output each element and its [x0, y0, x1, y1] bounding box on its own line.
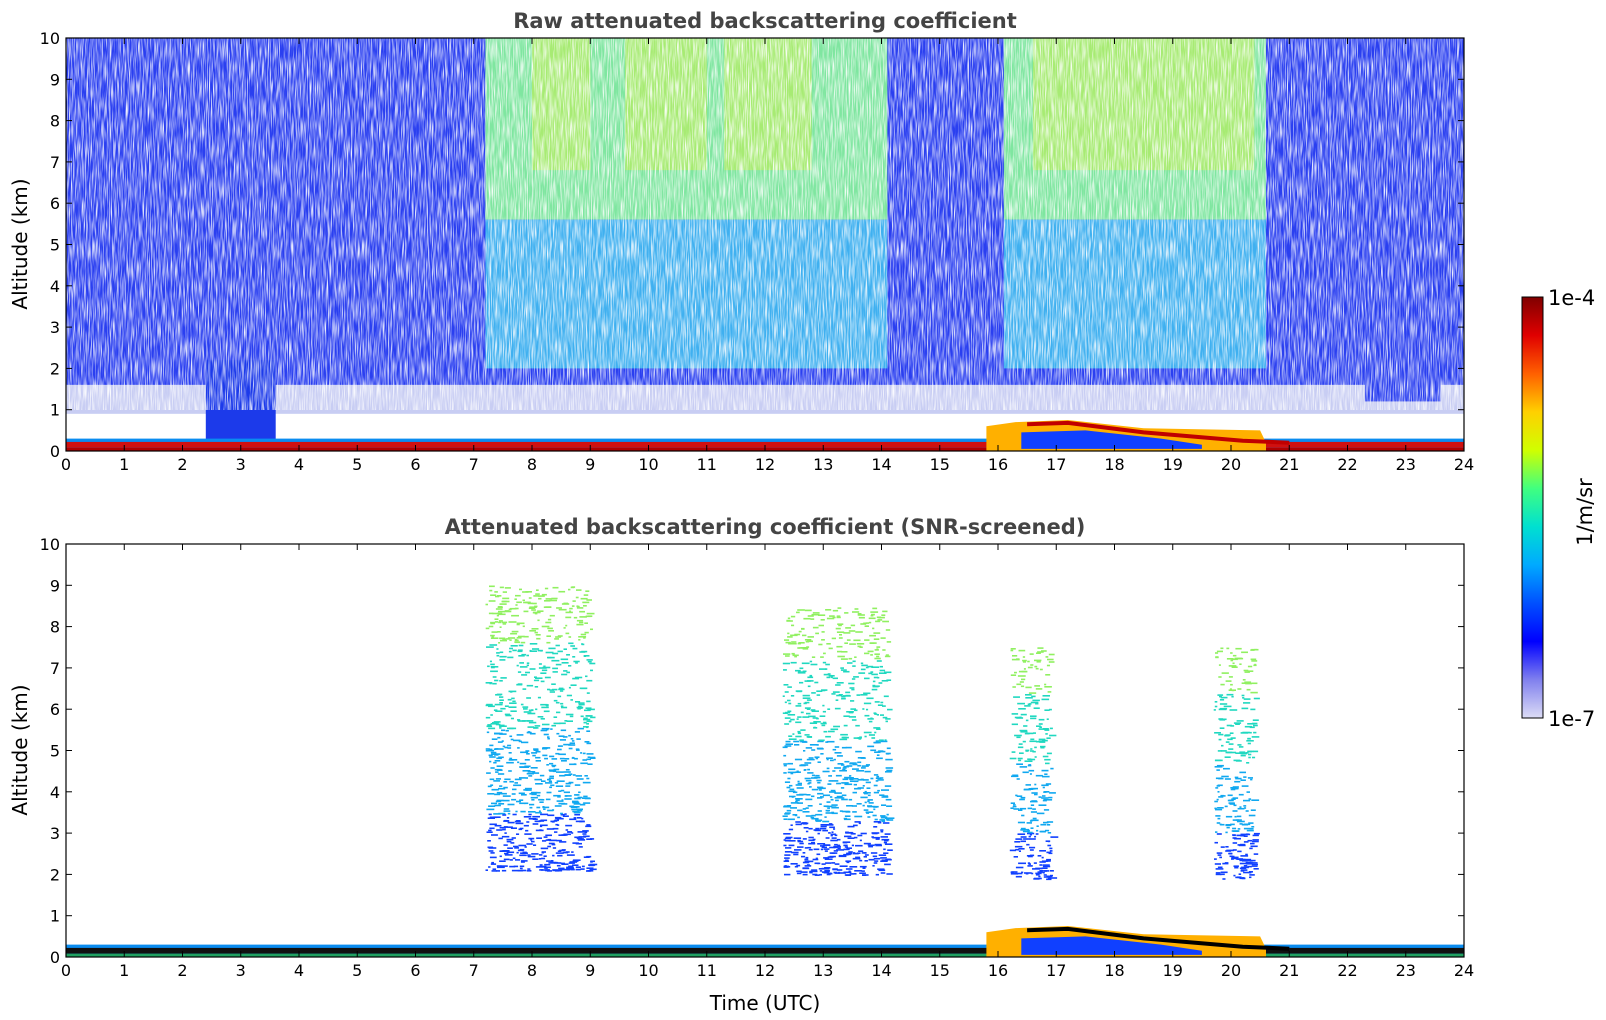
y-tick-label: 6	[50, 194, 60, 213]
noise-texture	[66, 38, 1464, 410]
x-tick-label: 0	[61, 961, 71, 980]
cloud-feature	[1213, 647, 1260, 880]
panel-title: Raw attenuated backscattering coefficien…	[513, 9, 1017, 33]
x-axis-label: Time (UTC)	[709, 991, 821, 1015]
x-tick-label: 3	[236, 455, 246, 474]
colorbar-min-label: 1e-7	[1548, 707, 1595, 731]
y-tick-label: 10	[40, 535, 60, 554]
x-tick-label: 6	[410, 961, 420, 980]
panel-title: Attenuated backscattering coefficient (S…	[445, 515, 1086, 539]
y-tick-label: 9	[50, 70, 60, 89]
colorbar-max-label: 1e-4	[1548, 286, 1595, 310]
y-tick-label: 2	[50, 865, 60, 884]
y-tick-label: 9	[50, 576, 60, 595]
x-tick-label: 18	[1104, 961, 1124, 980]
x-tick-label: 12	[755, 961, 775, 980]
x-tick-label: 11	[697, 455, 717, 474]
x-tick-label: 1	[119, 455, 129, 474]
x-tick-label: 20	[1221, 961, 1241, 980]
x-tick-label: 15	[930, 961, 950, 980]
x-tick-label: 4	[294, 961, 304, 980]
x-tick-label: 24	[1454, 455, 1474, 474]
x-tick-label: 6	[410, 455, 420, 474]
panel-raw: Raw attenuated backscattering coefficien…	[8, 9, 1474, 474]
elevated-layer	[986, 420, 1290, 451]
x-tick-label: 13	[813, 455, 833, 474]
x-tick-label: 19	[1163, 455, 1183, 474]
y-tick-label: 0	[50, 948, 60, 967]
x-tick-label: 4	[294, 455, 304, 474]
x-tick-label: 10	[638, 961, 658, 980]
colorbar-gradient	[1521, 296, 1544, 719]
y-tick-label: 10	[40, 29, 60, 48]
x-tick-label: 8	[527, 455, 537, 474]
y-tick-label: 7	[50, 659, 60, 678]
x-tick-label: 22	[1337, 961, 1357, 980]
x-tick-label: 2	[177, 455, 187, 474]
x-tick-label: 9	[585, 455, 595, 474]
x-tick-label: 5	[352, 961, 362, 980]
x-tick-label: 23	[1396, 961, 1416, 980]
y-tick-label: 3	[50, 824, 60, 843]
x-tick-label: 19	[1163, 961, 1183, 980]
colorbar: 1e-4 1e-7 1/m/sr	[1521, 286, 1597, 731]
plot-area	[66, 544, 1464, 957]
y-tick-label: 1	[50, 401, 60, 420]
elevated-layer	[986, 926, 1290, 957]
cloud-feature	[782, 607, 895, 876]
x-tick-label: 8	[527, 961, 537, 980]
x-tick-label: 7	[469, 961, 479, 980]
y-tick-label: 3	[50, 318, 60, 337]
x-tick-label: 5	[352, 455, 362, 474]
x-tick-label: 23	[1396, 455, 1416, 474]
panel-screened: Attenuated backscattering coefficient (S…	[8, 515, 1474, 1015]
y-tick-label: 0	[50, 442, 60, 461]
y-tick-label: 4	[50, 277, 60, 296]
x-tick-label: 20	[1221, 455, 1241, 474]
x-tick-label: 3	[236, 961, 246, 980]
y-tick-label: 8	[50, 112, 60, 131]
y-tick-label: 7	[50, 153, 60, 172]
x-tick-label: 0	[61, 455, 71, 474]
x-tick-label: 1	[119, 961, 129, 980]
axes: 0 1 2 3 4 5 6 7 8 9 10 11 12 13 14 15 16 17 18 19 20 21 22 23 24…	[40, 535, 1475, 980]
y-tick-label: 2	[50, 359, 60, 378]
y-tick-label: 1	[50, 907, 60, 926]
y-axis-label: Altitude (km)	[8, 684, 32, 815]
backscatter-image	[66, 38, 1464, 451]
y-tick-label: 6	[50, 700, 60, 719]
colorbar-unit-label: 1/m/sr	[1573, 478, 1597, 546]
x-tick-label: 16	[988, 961, 1008, 980]
y-tick-label: 4	[50, 783, 60, 802]
x-tick-label: 13	[813, 961, 833, 980]
x-tick-label: 10	[638, 455, 658, 474]
axes: 0 1 2 3 4 5 6 7 8 9 10 11 12 13 14 15 16 17 18 19 20 21 22 23 24…	[40, 29, 1475, 474]
y-tick-label: 8	[50, 618, 60, 637]
cloud-feature	[1009, 647, 1059, 881]
x-tick-label: 12	[755, 455, 775, 474]
x-tick-label: 9	[585, 961, 595, 980]
x-tick-label: 15	[930, 455, 950, 474]
cloud-feature	[485, 585, 598, 872]
x-tick-label: 14	[871, 455, 891, 474]
x-tick-label: 11	[697, 961, 717, 980]
x-tick-label: 21	[1279, 961, 1299, 980]
y-tick-label: 5	[50, 236, 60, 255]
y-tick-label: 5	[50, 742, 60, 761]
x-tick-label: 24	[1454, 961, 1474, 980]
x-tick-label: 21	[1279, 455, 1299, 474]
x-tick-label: 2	[177, 961, 187, 980]
x-tick-label: 17	[1046, 455, 1066, 474]
x-tick-label: 17	[1046, 961, 1066, 980]
y-axis-label: Altitude (km)	[8, 178, 32, 309]
x-tick-label: 18	[1104, 455, 1124, 474]
x-tick-label: 22	[1337, 455, 1357, 474]
x-tick-label: 14	[871, 961, 891, 980]
x-tick-label: 16	[988, 455, 1008, 474]
x-tick-label: 7	[469, 455, 479, 474]
